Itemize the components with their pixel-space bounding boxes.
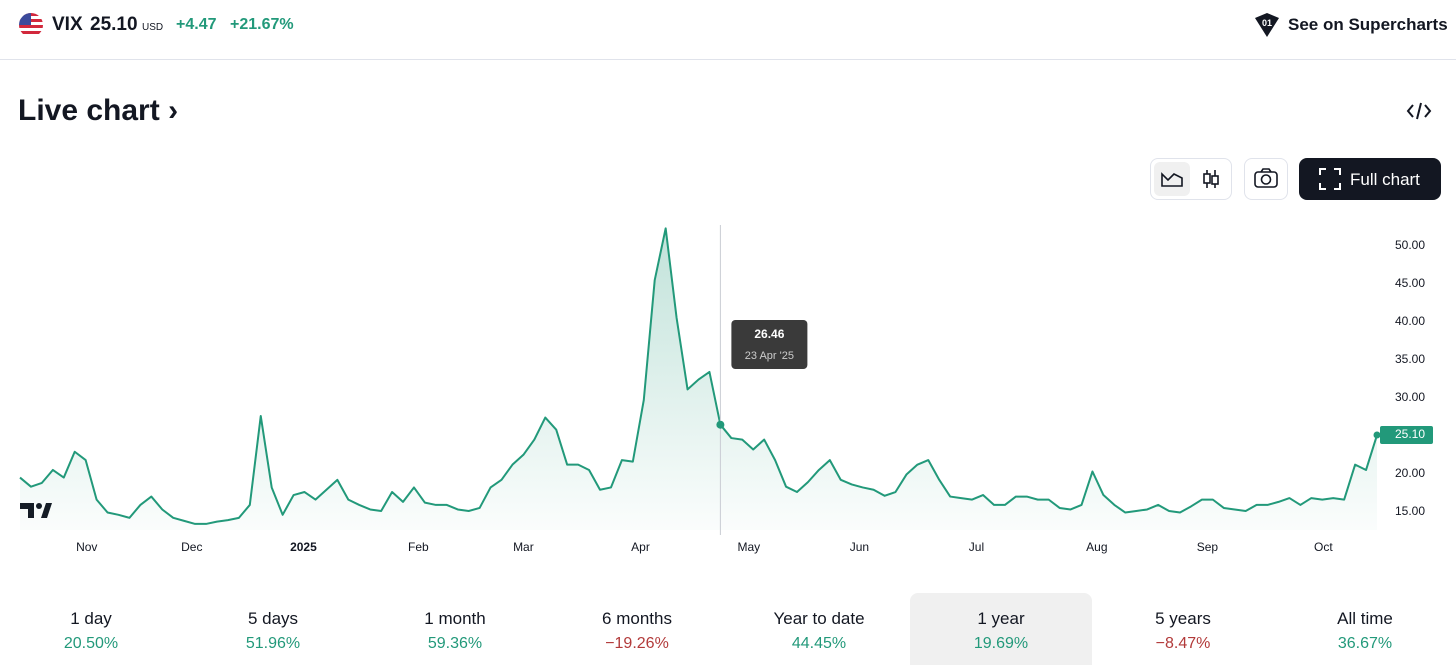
tooltip-box: [731, 320, 808, 369]
section-title[interactable]: Live chart ›: [18, 94, 179, 127]
period-button[interactable]: 5 years −8.47%: [1092, 593, 1274, 665]
y-tick-label: 45.00: [1395, 276, 1425, 290]
change-percent: +21.67%: [230, 16, 294, 33]
x-tick-label: Jul: [969, 540, 984, 554]
period-change: 19.69%: [973, 635, 1029, 652]
supercharts-icon: 01: [1255, 13, 1279, 37]
full-chart-label: Full chart: [1350, 170, 1420, 189]
last-label: 25.10: [1395, 427, 1425, 441]
period-change: −8.47%: [1155, 635, 1211, 652]
area: [20, 228, 1377, 530]
period-button[interactable]: 6 months −19.26%: [546, 593, 728, 665]
tooltip-date: 23 Apr '25: [745, 350, 794, 362]
period-change: 36.67%: [1337, 635, 1393, 652]
period-button[interactable]: All time 36.67%: [1274, 593, 1456, 665]
y-tick-label: 15.00: [1395, 504, 1425, 518]
supercharts-link[interactable]: See on Supercharts: [1288, 15, 1448, 34]
y-tick-label: 30.00: [1395, 390, 1425, 404]
y-tick-label: 50.00: [1395, 238, 1425, 252]
period-button[interactable]: 1 day 20.50%: [0, 593, 182, 665]
x-tick-label: 2025: [290, 540, 317, 554]
period-label: 1 day: [70, 609, 112, 628]
header-bar: VIX 25.10 USD +4.47 +21.67% 01 See on Su…: [0, 0, 1456, 60]
chart: 15.0020.0025.0030.0035.0040.0045.0050.00…: [19, 225, 1433, 554]
line: [19, 227, 1378, 525]
price: 25.10: [90, 14, 138, 35]
tooltip-value: 26.46: [754, 327, 784, 341]
x-tick-label: Nov: [76, 540, 97, 554]
snapshot-button[interactable]: [1244, 158, 1288, 200]
period-label: 6 months: [602, 609, 672, 628]
period-label: 1 year: [977, 609, 1025, 628]
period-label: 5 years: [1155, 609, 1211, 628]
embed-icon[interactable]: [1406, 100, 1432, 122]
period-label: 5 days: [247, 609, 299, 628]
symbol: VIX: [52, 14, 83, 35]
svg-text:01: 01: [1262, 18, 1272, 28]
period-label: All time: [1337, 609, 1393, 628]
period-button[interactable]: 5 days 51.96%: [182, 593, 364, 665]
last-label-box: [1380, 426, 1433, 445]
hover-point: [716, 420, 725, 429]
period-change: −19.26%: [605, 635, 669, 652]
section-title-text: Live chart: [18, 94, 160, 127]
period-button[interactable]: Year to date 44.45%: [728, 593, 910, 665]
x-tick-label: Feb: [408, 540, 429, 554]
candle-type-button[interactable]: [1193, 162, 1229, 196]
period-label: Year to date: [773, 609, 865, 628]
period-change: 59.36%: [427, 635, 483, 652]
period-change: 44.45%: [791, 635, 847, 652]
x-tick-label: Oct: [1314, 540, 1333, 554]
x-tick-label: Aug: [1086, 540, 1107, 554]
x-tick-label: Mar: [513, 540, 534, 554]
y-tick-label: 35.00: [1395, 352, 1425, 366]
x-tick-label: Sep: [1197, 540, 1219, 554]
change: +4.47: [176, 16, 217, 33]
line-type-button[interactable]: [1154, 162, 1190, 196]
last-point: [1373, 431, 1381, 439]
period-change: 20.50%: [63, 635, 119, 652]
x-tick-label: May: [738, 540, 761, 554]
currency: USD: [142, 22, 164, 33]
period-button[interactable]: 1 year 19.69%: [910, 593, 1092, 665]
y-tick-label: 40.00: [1395, 314, 1425, 328]
flag-icon: [19, 13, 43, 37]
x-tick-label: Dec: [181, 540, 202, 554]
x-tick-label: Jun: [850, 540, 869, 554]
x-tick-label: Apr: [631, 540, 650, 554]
period-label: 1 month: [424, 609, 486, 628]
y-tick-label: 20.00: [1395, 466, 1425, 480]
period-change: 51.96%: [245, 635, 301, 652]
chart-type-group: [1150, 158, 1232, 200]
full-chart-button[interactable]: Full chart: [1299, 158, 1441, 200]
period-row: 1 day 20.50% 5 days 51.96% 1 month 59.36% 6 mo…: [0, 593, 1456, 665]
period-button[interactable]: 1 month 59.36%: [364, 593, 546, 665]
